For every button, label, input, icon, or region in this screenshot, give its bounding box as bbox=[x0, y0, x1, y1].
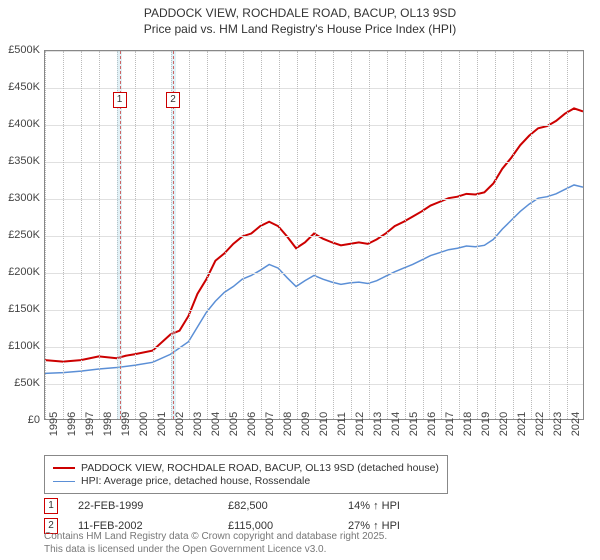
series-price_paid bbox=[45, 108, 583, 361]
y-axis-label: £200K bbox=[0, 266, 40, 278]
x-axis-label: 2021 bbox=[516, 412, 528, 436]
y-axis-label: £100K bbox=[0, 340, 40, 352]
x-axis-label: 2023 bbox=[552, 412, 564, 436]
legend-item: HPI: Average price, detached house, Ross… bbox=[53, 475, 439, 487]
legend-swatch bbox=[53, 467, 75, 469]
x-axis-label: 2011 bbox=[336, 412, 348, 436]
x-axis-label: 2002 bbox=[174, 412, 186, 436]
x-axis-label: 2017 bbox=[444, 412, 456, 436]
y-axis-label: £250K bbox=[0, 229, 40, 241]
event-marker-2: 2 bbox=[166, 92, 180, 108]
footer-attribution: Contains HM Land Registry data © Crown c… bbox=[44, 531, 387, 556]
marker-date: 22-FEB-1999 bbox=[78, 500, 228, 512]
title-line-2: Price paid vs. HM Land Registry's House … bbox=[0, 22, 600, 38]
x-axis-label: 1995 bbox=[48, 412, 60, 436]
x-axis-label: 2016 bbox=[426, 412, 438, 436]
legend-label: PADDOCK VIEW, ROCHDALE ROAD, BACUP, OL13… bbox=[81, 462, 439, 474]
x-axis-label: 1999 bbox=[120, 412, 132, 436]
y-axis-label: £0 bbox=[0, 414, 40, 426]
marker-price: £82,500 bbox=[228, 500, 348, 512]
y-axis-label: £500K bbox=[0, 44, 40, 56]
x-axis-label: 2009 bbox=[300, 412, 312, 436]
legend-swatch bbox=[53, 481, 75, 482]
x-axis-label: 2007 bbox=[264, 412, 276, 436]
legend-item: PADDOCK VIEW, ROCHDALE ROAD, BACUP, OL13… bbox=[53, 462, 439, 474]
x-axis-label: 2000 bbox=[138, 412, 150, 436]
legend-label: HPI: Average price, detached house, Ross… bbox=[81, 475, 310, 487]
legend-box: PADDOCK VIEW, ROCHDALE ROAD, BACUP, OL13… bbox=[44, 455, 448, 494]
x-axis-label: 1996 bbox=[66, 412, 78, 436]
y-axis-label: £150K bbox=[0, 303, 40, 315]
series-hpi bbox=[45, 185, 583, 373]
event-marker-1: 1 bbox=[113, 92, 127, 108]
marker-number-box: 1 bbox=[44, 498, 58, 514]
chart-title: PADDOCK VIEW, ROCHDALE ROAD, BACUP, OL13… bbox=[0, 0, 600, 37]
x-axis-label: 2018 bbox=[462, 412, 474, 436]
marker-row: 1 22-FEB-1999 £82,500 14% ↑ HPI bbox=[44, 498, 584, 514]
chart-plot-area: 12 bbox=[44, 50, 584, 420]
x-axis-label: 2005 bbox=[228, 412, 240, 436]
y-axis-label: £350K bbox=[0, 155, 40, 167]
x-axis-label: 2014 bbox=[390, 412, 402, 436]
x-axis-label: 2013 bbox=[372, 412, 384, 436]
x-axis-label: 2015 bbox=[408, 412, 420, 436]
x-axis-label: 2022 bbox=[534, 412, 546, 436]
x-axis-label: 2001 bbox=[156, 412, 168, 436]
x-axis-label: 2004 bbox=[210, 412, 222, 436]
x-axis-label: 2012 bbox=[354, 412, 366, 436]
title-line-1: PADDOCK VIEW, ROCHDALE ROAD, BACUP, OL13… bbox=[0, 6, 600, 22]
footer-line-2: This data is licensed under the Open Gov… bbox=[44, 544, 387, 557]
y-axis-label: £450K bbox=[0, 81, 40, 93]
y-axis-label: £300K bbox=[0, 192, 40, 204]
x-axis-label: 1997 bbox=[84, 412, 96, 436]
x-axis-label: 2019 bbox=[480, 412, 492, 436]
y-axis-label: £50K bbox=[0, 377, 40, 389]
x-axis-label: 2003 bbox=[192, 412, 204, 436]
x-axis-label: 1998 bbox=[102, 412, 114, 436]
x-axis-label: 2008 bbox=[282, 412, 294, 436]
marker-pct: 14% ↑ HPI bbox=[348, 500, 400, 512]
x-axis-label: 2006 bbox=[246, 412, 258, 436]
x-axis-label: 2020 bbox=[498, 412, 510, 436]
x-axis-label: 2024 bbox=[570, 412, 582, 436]
y-axis-label: £400K bbox=[0, 118, 40, 130]
x-axis-label: 2010 bbox=[318, 412, 330, 436]
footer-line-1: Contains HM Land Registry data © Crown c… bbox=[44, 531, 387, 544]
